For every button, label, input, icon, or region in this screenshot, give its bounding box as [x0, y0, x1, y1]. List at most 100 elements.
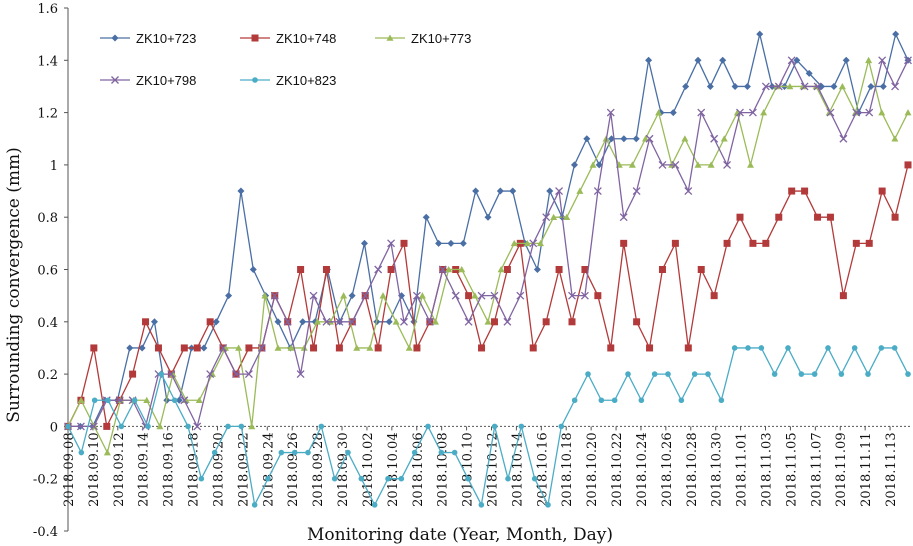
data-point: [706, 82, 714, 90]
data-point: [374, 344, 382, 352]
data-point: [358, 475, 365, 482]
legend-item: ZK10+823: [240, 73, 336, 88]
data-point: [785, 345, 791, 351]
data-point: [842, 56, 850, 64]
data-point: [200, 344, 208, 352]
data-point: [694, 161, 702, 168]
data-point: [620, 239, 628, 247]
data-point: [193, 344, 201, 352]
data-point: [129, 370, 137, 378]
data-point: [736, 108, 744, 117]
data-point: [353, 344, 361, 351]
data-point: [655, 109, 663, 116]
data-point: [731, 345, 738, 351]
data-point: [749, 239, 757, 247]
data-point: [793, 56, 801, 64]
data-point: [891, 135, 899, 142]
data-point: [478, 344, 486, 352]
data-point: [787, 56, 796, 65]
data-point: [760, 109, 768, 116]
data-point: [646, 344, 654, 352]
data-point: [131, 397, 138, 404]
data-point: [322, 266, 330, 273]
data-point: [531, 475, 538, 482]
data-point: [707, 161, 715, 168]
data-point: [568, 318, 576, 326]
data-point: [633, 318, 641, 326]
x-tick-label: 2018.09.08: [62, 432, 77, 506]
data-point: [651, 371, 658, 377]
data-point: [503, 266, 511, 273]
legend-item: ZK10+748: [240, 31, 336, 46]
series-line: [68, 32, 909, 428]
x-tick-label: 2018.09.28: [311, 432, 326, 506]
data-point: [77, 396, 85, 404]
data-point: [658, 266, 666, 273]
data-point: [594, 292, 602, 300]
data-point: [697, 266, 705, 273]
y-tick-label: 1.4: [37, 54, 58, 69]
data-point: [798, 371, 805, 377]
x-tick-label: 2018.10.08: [436, 432, 451, 506]
data-point: [705, 371, 711, 377]
data-point: [671, 239, 679, 247]
x-tick-label: 2018.10.28: [685, 432, 700, 506]
data-point: [257, 343, 266, 352]
data-point: [684, 344, 692, 352]
series-line: [67, 346, 909, 507]
data-point: [619, 213, 628, 222]
data-point: [510, 239, 518, 247]
data-point: [65, 423, 71, 430]
legend-item: ZK10+773: [375, 31, 471, 46]
data-point: [366, 344, 374, 351]
x-tick-label: 2018.09.16: [162, 432, 177, 506]
data-point: [471, 292, 479, 299]
data-point: [103, 422, 111, 430]
data-point: [387, 239, 396, 248]
data-point: [171, 397, 178, 404]
data-point: [211, 449, 218, 456]
data-point: [748, 108, 757, 117]
data-point: [392, 318, 400, 325]
data-point: [771, 371, 778, 377]
x-tick-label: 2018.09.12: [112, 432, 127, 506]
data-point: [138, 344, 146, 352]
data-point: [583, 135, 591, 143]
data-point: [593, 187, 602, 196]
data-point: [628, 161, 636, 168]
data-point: [892, 30, 900, 38]
data-point: [878, 187, 886, 195]
data-point: [296, 370, 305, 379]
data-point: [235, 344, 243, 351]
series-line: [68, 58, 909, 429]
y-tick-label: -0.4: [33, 525, 58, 540]
data-point: [435, 239, 443, 247]
x-tick-label: 2018.09.10: [87, 432, 102, 506]
data-point: [681, 135, 689, 142]
data-point: [145, 423, 151, 430]
data-point: [412, 291, 421, 300]
x-tick-label: 2018.10.14: [510, 432, 525, 506]
data-point: [261, 292, 269, 299]
data-point: [745, 345, 751, 351]
data-point: [505, 475, 511, 482]
legend-label: ZK10+723: [136, 31, 196, 46]
series-line: [67, 60, 909, 455]
data-point: [142, 318, 150, 326]
data-point: [445, 266, 453, 273]
data-point: [576, 187, 584, 194]
data-point: [318, 423, 325, 430]
data-point: [118, 423, 125, 430]
data-point: [447, 239, 455, 247]
data-point: [432, 318, 439, 325]
data-point: [422, 213, 430, 221]
data-point: [238, 423, 245, 430]
data-point: [252, 77, 258, 83]
data-point: [274, 318, 282, 326]
data-point: [905, 371, 911, 377]
data-point: [313, 318, 321, 325]
data-point: [694, 56, 702, 64]
data-point: [736, 213, 744, 221]
x-tick-label: 2018.10.12: [485, 432, 500, 506]
data-point: [805, 69, 813, 77]
